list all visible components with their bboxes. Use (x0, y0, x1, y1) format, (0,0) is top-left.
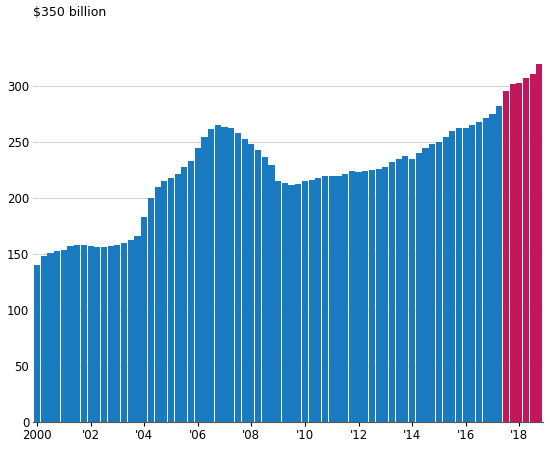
Bar (201, 136, 207, 422)
Bar (516, 83, 522, 422)
Bar (403, 156, 409, 422)
Bar (416, 154, 422, 422)
Bar (101, 247, 107, 422)
Bar (362, 172, 369, 422)
Bar (215, 125, 221, 422)
Bar (302, 181, 308, 422)
Bar (248, 145, 255, 422)
Bar (295, 184, 301, 422)
Bar (222, 127, 228, 422)
Bar (182, 167, 188, 422)
Bar (483, 118, 489, 422)
Bar (536, 64, 542, 422)
Bar (60, 250, 67, 422)
Bar (490, 114, 496, 422)
Bar (530, 74, 536, 422)
Bar (87, 247, 94, 422)
Bar (322, 176, 328, 422)
Bar (74, 245, 80, 422)
Bar (228, 128, 234, 422)
Bar (355, 172, 361, 422)
Bar (134, 236, 141, 422)
Bar (329, 176, 335, 422)
Bar (275, 181, 281, 422)
Bar (155, 187, 161, 422)
Bar (47, 253, 53, 422)
Bar (369, 170, 375, 422)
Bar (395, 159, 402, 422)
Bar (469, 125, 476, 422)
Bar (168, 178, 174, 422)
Bar (342, 174, 348, 422)
Bar (409, 159, 415, 422)
Bar (429, 145, 435, 422)
Bar (289, 185, 295, 422)
Bar (523, 79, 529, 422)
Bar (188, 161, 194, 422)
Bar (34, 265, 40, 422)
Bar (382, 167, 388, 422)
Bar (503, 91, 509, 422)
Bar (262, 157, 268, 422)
Text: $350 billion: $350 billion (34, 5, 107, 18)
Bar (509, 84, 516, 422)
Bar (309, 180, 315, 422)
Bar (282, 183, 288, 422)
Bar (476, 122, 482, 422)
Bar (436, 142, 442, 422)
Bar (241, 139, 248, 422)
Bar (195, 148, 201, 422)
Bar (376, 169, 382, 422)
Bar (208, 129, 214, 422)
Bar (456, 128, 462, 422)
Bar (443, 136, 449, 422)
Bar (336, 176, 342, 422)
Bar (255, 150, 261, 422)
Bar (148, 198, 154, 422)
Bar (121, 243, 127, 422)
Bar (161, 181, 167, 422)
Bar (81, 245, 87, 422)
Bar (108, 247, 114, 422)
Bar (54, 251, 60, 422)
Bar (349, 172, 355, 422)
Bar (68, 247, 74, 422)
Bar (268, 165, 274, 422)
Bar (114, 245, 120, 422)
Bar (422, 148, 428, 422)
Bar (235, 133, 241, 422)
Bar (128, 240, 134, 422)
Bar (141, 217, 147, 422)
Bar (463, 128, 469, 422)
Bar (94, 247, 101, 422)
Bar (496, 106, 502, 422)
Bar (449, 131, 455, 422)
Bar (315, 178, 321, 422)
Bar (41, 256, 47, 422)
Bar (389, 163, 395, 422)
Bar (174, 174, 181, 422)
